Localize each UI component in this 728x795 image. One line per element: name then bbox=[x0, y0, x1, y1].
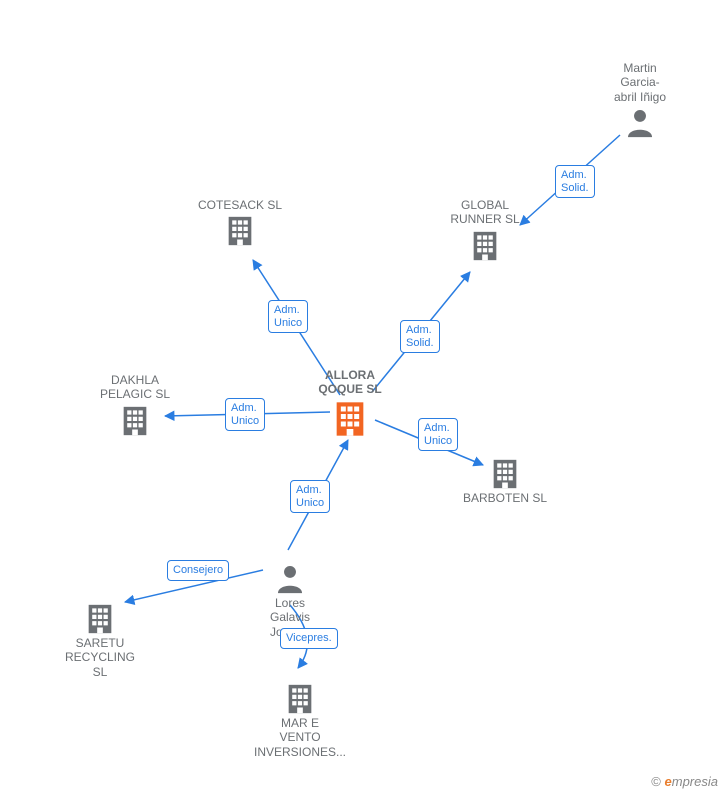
edge-label-center-cotesack: Adm.Unico bbox=[268, 300, 308, 333]
edge-label-center-barboten: Adm.Unico bbox=[418, 418, 458, 451]
node-label: ALLORAQOQUE SL bbox=[290, 368, 410, 397]
node-mar[interactable]: MAR EVENTOINVERSIONES... bbox=[240, 680, 360, 759]
node-barboten[interactable]: BARBOTEN SL bbox=[445, 455, 565, 505]
node-lores[interactable]: LoresGalavisJorge... bbox=[230, 560, 350, 639]
node-dakhla[interactable]: DAKHLAPELAGIC SL bbox=[75, 373, 195, 438]
watermark: © empresia bbox=[651, 774, 718, 789]
node-label: MartinGarcia-abril Iñigo bbox=[580, 61, 700, 104]
edge-label-lores-saretu: Consejero bbox=[167, 560, 229, 581]
node-label: BARBOTEN SL bbox=[445, 491, 565, 505]
node-center[interactable]: ALLORAQOQUE SL bbox=[290, 368, 410, 439]
copyright-symbol: © bbox=[651, 774, 661, 789]
edge-label-lores-center: Adm.Unico bbox=[290, 480, 330, 513]
edge-label-center-global: Adm.Solid. bbox=[400, 320, 440, 353]
node-label: GLOBALRUNNER SL bbox=[425, 198, 545, 227]
node-label: COTESACK SL bbox=[180, 198, 300, 212]
brand-rest: mpresia bbox=[672, 774, 718, 789]
edge-label-center-dakhla: Adm.Unico bbox=[225, 398, 265, 431]
edge-label-martin-global: Adm.Solid. bbox=[555, 165, 595, 198]
node-cotesack[interactable]: COTESACK SL bbox=[180, 198, 300, 248]
node-global[interactable]: GLOBALRUNNER SL bbox=[425, 198, 545, 263]
node-martin[interactable]: MartinGarcia-abril Iñigo bbox=[580, 61, 700, 140]
edge-lores-center bbox=[288, 440, 348, 550]
node-label: MAR EVENTOINVERSIONES... bbox=[240, 716, 360, 759]
node-saretu[interactable]: SARETURECYCLINGSL bbox=[40, 600, 160, 679]
node-label: SARETURECYCLINGSL bbox=[40, 636, 160, 679]
node-label: LoresGalavisJorge... bbox=[230, 596, 350, 639]
node-label: DAKHLAPELAGIC SL bbox=[75, 373, 195, 402]
brand-initial: e bbox=[665, 774, 672, 789]
